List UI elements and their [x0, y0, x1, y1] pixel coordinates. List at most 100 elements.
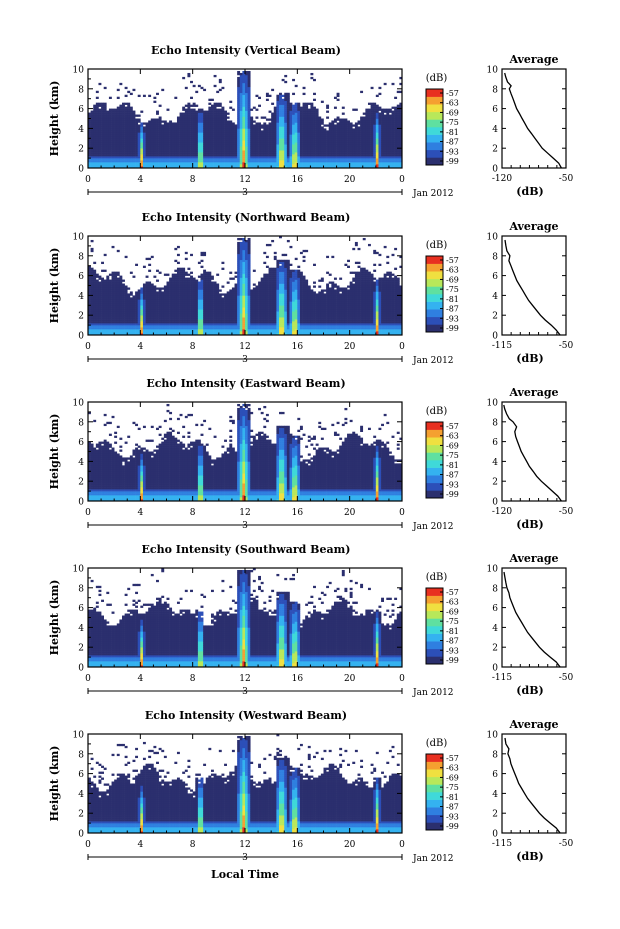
heatmap-cell: [169, 148, 172, 150]
heatmap-cell: [232, 142, 235, 144]
heatmap-cell: [237, 77, 240, 79]
heatmap-cell: [156, 111, 159, 113]
heatmap-cell: [93, 138, 96, 140]
heatmap-cell: [266, 154, 269, 156]
heatmap-cell: [109, 319, 112, 321]
heatmap-cell: [371, 144, 374, 146]
heatmap-cell: [342, 120, 345, 122]
heatmap-cell: [151, 291, 154, 293]
heatmap-cell: [119, 297, 122, 299]
heatmap-cell: [248, 111, 251, 113]
heatmap-cell: [169, 158, 172, 160]
heatmap-cell: [371, 140, 374, 142]
heatmap-cell: [242, 107, 245, 109]
heatmap-cell: [295, 130, 298, 132]
heatmap-cell: [271, 160, 274, 162]
heatmap-cell: [146, 311, 149, 313]
heatmap-cell: [318, 162, 321, 164]
heatmap-cell: [271, 89, 274, 91]
heatmap-cell: [198, 119, 201, 121]
heatmap-cell: [148, 325, 151, 327]
heatmap-cell: [321, 160, 324, 162]
heatmap-cell: [159, 329, 162, 331]
heatmap-cell: [310, 132, 313, 134]
x-tick-label: 0: [399, 175, 405, 185]
heatmap-cell: [245, 115, 248, 117]
heatmap-cell: [324, 158, 327, 160]
heatmap-cell: [201, 130, 204, 132]
heatmap-cell: [125, 148, 128, 150]
heatmap-cell: [347, 140, 350, 142]
heatmap-cell: [91, 299, 94, 301]
heatmap-cell: [242, 105, 245, 107]
heatmap-cell: [198, 138, 201, 140]
heatmap-cell: [203, 124, 206, 126]
heatmap-cell: [240, 105, 243, 107]
heatmap-cell: [389, 146, 392, 148]
heatmap-cell: [326, 164, 329, 166]
heatmap-cell: [106, 323, 109, 325]
heatmap-cell: [303, 93, 306, 95]
heatmap-cell: [271, 124, 274, 126]
heatmap-cell: [153, 321, 156, 323]
heatmap-cell: [148, 144, 151, 146]
heatmap-cell: [96, 132, 99, 134]
heatmap-cell: [96, 329, 99, 331]
heatmap-cell: [159, 313, 162, 315]
heatmap-cell: [119, 307, 122, 309]
heatmap-cell: [318, 128, 321, 130]
heatmap-cell: [151, 160, 154, 162]
heatmap-cell: [180, 272, 183, 274]
heatmap-cell: [185, 286, 188, 288]
heatmap-cell: [235, 164, 238, 166]
heatmap-cell: [371, 87, 374, 89]
heatmap-cell: [352, 130, 355, 132]
heatmap-cell: [292, 113, 295, 115]
heatmap-cell: [386, 122, 389, 124]
heatmap-cell: [98, 140, 101, 142]
heatmap-cell: [305, 120, 308, 122]
heatmap-cell: [106, 128, 109, 130]
heatmap-cell: [339, 158, 342, 160]
heatmap-cell: [208, 119, 211, 121]
heatmap-cell: [172, 317, 175, 319]
heatmap-cell: [96, 325, 99, 327]
heatmap-cell: [263, 158, 266, 160]
heatmap-cell: [193, 325, 196, 327]
heatmap-cell: [172, 160, 175, 162]
heatmap-cell: [117, 144, 120, 146]
heatmap-cell: [310, 107, 313, 109]
heatmap-cell: [125, 156, 128, 158]
heatmap-cell: [148, 311, 151, 313]
heatmap-cell: [258, 128, 261, 130]
heatmap-cell: [376, 148, 379, 150]
heatmap-cell: [138, 299, 141, 301]
heatmap-cell: [271, 152, 274, 154]
heatmap-cell: [153, 97, 156, 99]
heatmap-cell: [339, 120, 342, 122]
heatmap-cell: [98, 134, 101, 136]
heatmap-cell: [148, 152, 151, 154]
heatmap-cell: [109, 130, 112, 132]
heatmap-cell: [156, 327, 159, 329]
heatmap-cell: [331, 140, 334, 142]
heatmap-cell: [300, 152, 303, 154]
heatmap-cell: [274, 134, 277, 136]
heatmap-cell: [303, 146, 306, 148]
heatmap-cell: [206, 117, 209, 119]
heatmap-cell: [132, 146, 135, 148]
profile-line: [505, 73, 562, 168]
heatmap-cell: [201, 128, 204, 130]
heatmap-cell: [352, 124, 355, 126]
heatmap-cell: [132, 303, 135, 305]
heatmap-cell: [240, 124, 243, 126]
heatmap-cell: [318, 146, 321, 148]
heatmap-cell: [135, 323, 138, 325]
heatmap-cell: [287, 120, 290, 122]
heatmap-cell: [132, 122, 135, 124]
heatmap-cell: [148, 327, 151, 329]
heatmap-cell: [180, 142, 183, 144]
heatmap-cell: [305, 160, 308, 162]
heatmap-cell: [138, 303, 141, 305]
heatmap-cell: [219, 154, 222, 156]
